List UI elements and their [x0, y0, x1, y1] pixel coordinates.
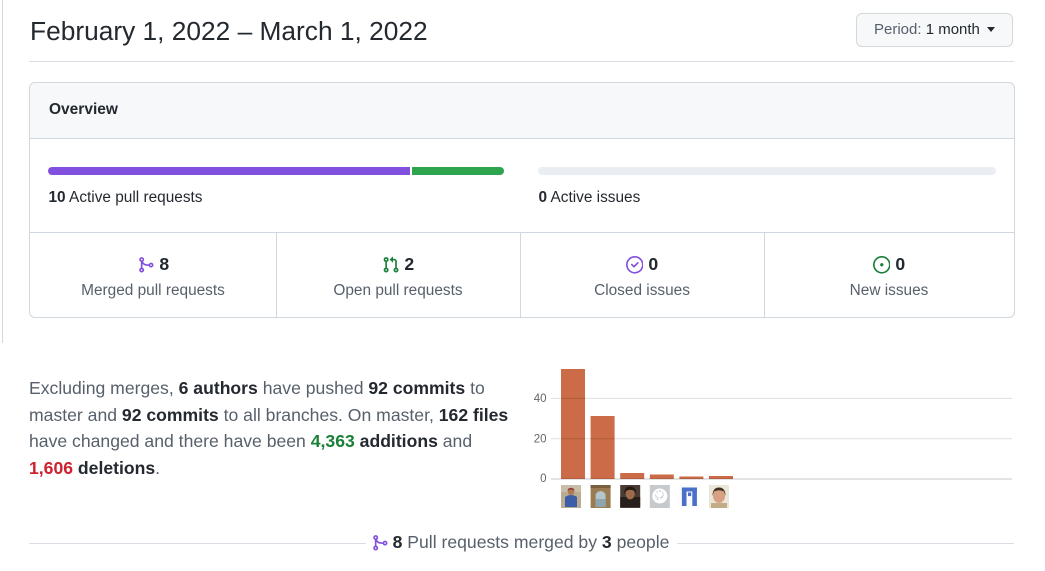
- svg-text:40: 40: [534, 393, 547, 405]
- svg-text:20: 20: [534, 433, 547, 445]
- svg-text:0: 0: [540, 473, 546, 485]
